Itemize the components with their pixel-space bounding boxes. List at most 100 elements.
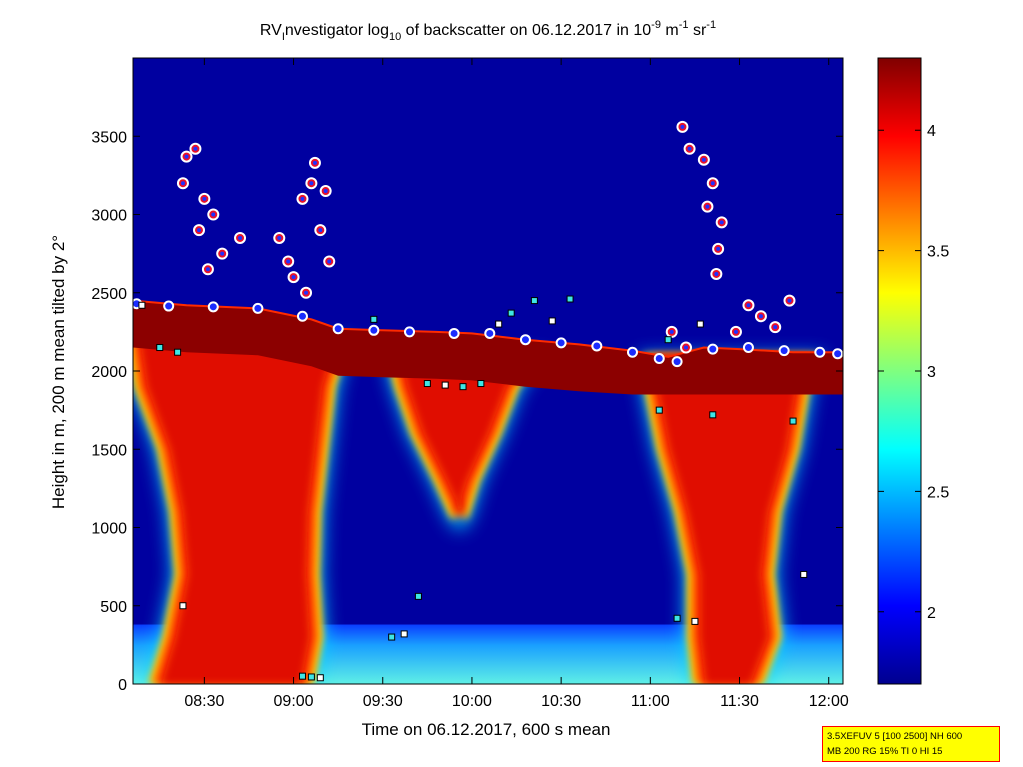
- colorbar-tick-label: 3.5: [927, 244, 949, 261]
- cloud-base-marker: [207, 301, 219, 313]
- cloud-base-marker: [296, 310, 308, 322]
- colorbar: [877, 57, 922, 685]
- cloud-marker-core: [180, 181, 185, 186]
- cloud-marker-core: [716, 246, 721, 251]
- aerosol-marker: [441, 381, 449, 389]
- cloud-marker-core: [309, 181, 314, 186]
- aerosol-marker: [138, 301, 146, 309]
- cloud-marker-core: [202, 196, 207, 201]
- aerosol-marker: [673, 614, 681, 622]
- cloud-marker-core: [684, 345, 689, 350]
- aerosol-marker: [691, 617, 699, 625]
- y-axis: 0 500 1000 1500 2000 2500 3000 3500: [91, 129, 843, 694]
- x-tick-label: 09:30: [363, 693, 403, 710]
- aerosol-marker: [400, 630, 408, 638]
- x-tick-label: 10:00: [452, 693, 492, 710]
- cloud-base-marker: [671, 356, 683, 368]
- cloud-marker-core: [205, 267, 210, 272]
- plume-2-level-4: [400, 355, 533, 520]
- cloud-marker-core: [277, 235, 282, 240]
- settings-info-box: 3.5XEFUV 5 [100 2500] NH 600 MB 200 RG 1…: [822, 726, 1000, 762]
- aerosol-marker: [655, 406, 663, 414]
- aerosol-marker: [709, 411, 717, 419]
- cloud-base-marker: [814, 346, 826, 358]
- y-tick-label: 2500: [91, 286, 127, 303]
- cloud-base-marker: [163, 300, 175, 312]
- aerosol-marker: [507, 309, 515, 317]
- cloud-marker-core: [687, 146, 692, 151]
- colorbar-tick-label: 2.5: [927, 484, 949, 501]
- colorbar-tick-label: 2: [927, 605, 936, 622]
- cloud-base-marker: [404, 326, 416, 338]
- cloud-base-marker: [448, 327, 460, 339]
- aerosol-marker: [316, 674, 324, 682]
- x-tick-label: 11:00: [631, 693, 670, 710]
- cloud-marker-core: [193, 146, 198, 151]
- cloud-marker-core: [184, 154, 189, 159]
- aerosol-marker: [800, 570, 808, 578]
- cloud-base-marker: [832, 348, 843, 360]
- y-axis-label: Height in m, 200 m mean tilted by 2°: [49, 235, 68, 509]
- x-axis: 08:30 09:00 09:30 10:00 10:30 11:00 11:30 12:00: [184, 58, 849, 710]
- chart-title: RVInvestigator log10 of backscatter on 0…: [260, 19, 716, 43]
- settings-line-2: MB 200 RG 15% TI 0 HI 15: [827, 746, 943, 757]
- cloud-marker-core: [669, 329, 674, 334]
- colorbar-tick-label: 4: [927, 123, 936, 140]
- colorbar-axis: 2 2.5 3 3.5 4: [878, 123, 949, 622]
- cloud-base-marker: [332, 323, 344, 335]
- cloud-base-marker: [252, 302, 264, 314]
- plume-1: [133, 339, 353, 684]
- y-tick-label: 0: [118, 677, 127, 694]
- cloud-base-marker: [742, 342, 754, 354]
- cloud-base-marker: [778, 345, 790, 357]
- cloud-base-marker: [653, 352, 665, 364]
- cloud-marker-core: [286, 259, 291, 264]
- plume-1-level-4: [140, 339, 337, 684]
- aerosol-marker: [530, 297, 538, 305]
- aerosol-marker: [789, 417, 797, 425]
- aerosol-marker: [174, 348, 182, 356]
- aerosol-marker: [307, 673, 315, 681]
- x-tick-label: 09:00: [274, 693, 314, 710]
- cloud-marker-core: [304, 290, 309, 295]
- y-tick-label: 500: [100, 599, 127, 616]
- cloud-band: [133, 300, 843, 395]
- aerosol-marker: [423, 380, 431, 388]
- cloud-marker-core: [746, 303, 751, 308]
- y-tick-label: 1500: [91, 442, 127, 459]
- plume-3: [639, 355, 826, 684]
- cloud-marker-core: [701, 157, 706, 162]
- cloud-marker-core: [327, 259, 332, 264]
- cloud-marker-core: [291, 275, 296, 280]
- aerosol-marker: [388, 633, 396, 641]
- x-tick-label: 12:00: [809, 693, 849, 710]
- plot-area: [133, 58, 843, 684]
- cloud-marker-core: [710, 181, 715, 186]
- aerosol-marker: [696, 320, 704, 328]
- aerosol-marker: [298, 672, 306, 680]
- y-tick-label: 1000: [91, 521, 127, 538]
- aerosol-marker: [477, 380, 485, 388]
- cloud-base-marker: [626, 346, 638, 358]
- cloud-marker-core: [312, 160, 317, 165]
- aerosol-marker: [548, 317, 556, 325]
- cloud-marker-core: [787, 298, 792, 303]
- aerosol-marker: [495, 320, 503, 328]
- x-axis-label: Time on 06.12.2017, 600 s mean: [362, 720, 611, 739]
- cloud-marker-core: [318, 228, 323, 233]
- cloud-base-marker: [368, 324, 380, 336]
- cloud-base-marker: [484, 327, 496, 339]
- aerosol-marker: [459, 383, 467, 391]
- aerosol-marker: [664, 336, 672, 344]
- plume-2: [384, 355, 549, 532]
- aerosol-marker: [566, 295, 574, 303]
- cloud-top-line: [133, 299, 843, 358]
- y-tick-label: 2000: [91, 364, 127, 381]
- aerosol-marker: [414, 592, 422, 600]
- cloud-marker-core: [211, 212, 216, 217]
- y-tick-label: 3500: [91, 129, 127, 146]
- aerosol-marker: [370, 315, 378, 323]
- x-tick-label: 10:30: [541, 693, 581, 710]
- cloud-marker-core: [714, 271, 719, 276]
